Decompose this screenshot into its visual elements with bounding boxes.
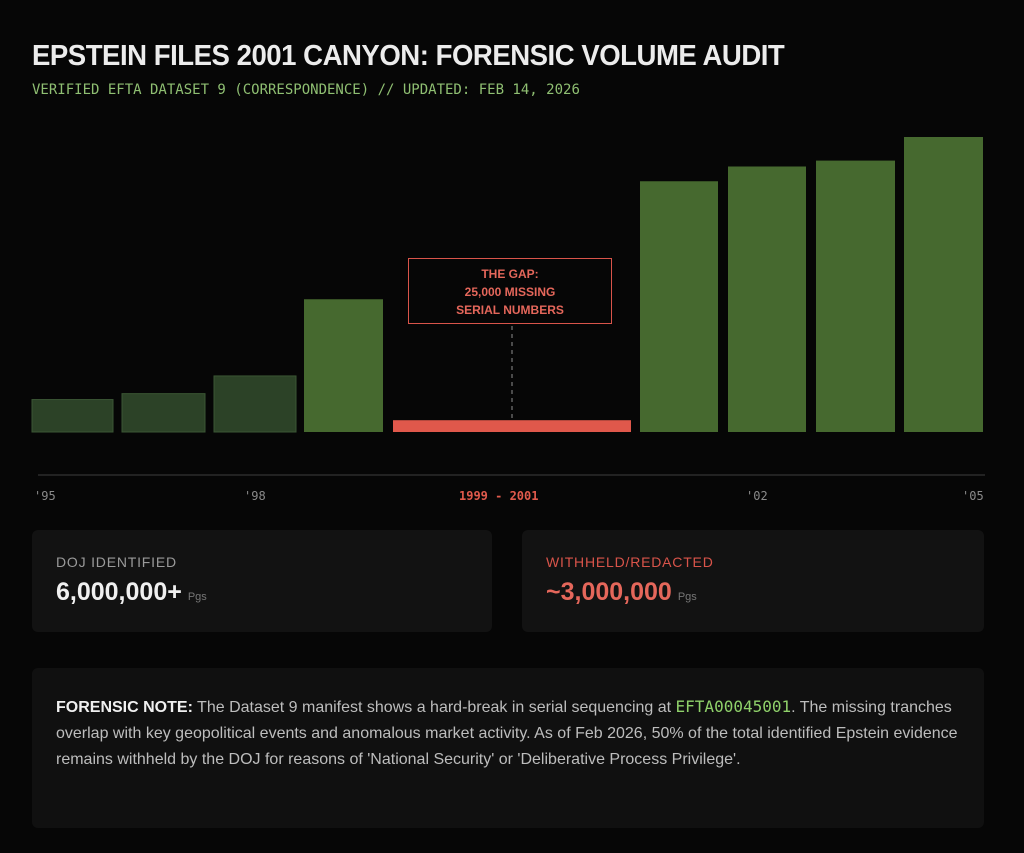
page-title: EPSTEIN FILES 2001 CANYON: FORENSIC VOLU…	[32, 40, 785, 72]
tick-label: '95	[34, 489, 56, 503]
gap-annotation: THE GAP: 25,000 MISSING SERIAL NUMBERS	[408, 258, 612, 324]
bar	[213, 375, 297, 433]
stat-value: 6,000,000+	[56, 578, 182, 606]
stat-card-doj-identified: DOJ IDENTIFIED 6,000,000+ Pgs	[32, 530, 492, 632]
stat-card-withheld: WITHHELD/REDACTED ~3,000,000 Pgs	[522, 530, 984, 632]
bar-chart: '95 '98 1999 - 2001 '02 '05	[31, 137, 985, 503]
page-subtitle: VERIFIED EFTA DATASET 9 (CORRESPONDENCE)…	[32, 82, 580, 98]
stat-label: WITHHELD/REDACTED	[546, 554, 714, 570]
note-text: . The missing tranches overlap with key …	[56, 699, 958, 768]
annotation-line: SERIAL NUMBERS	[456, 303, 564, 317]
bar	[904, 137, 983, 432]
stat-unit: Pgs	[677, 591, 697, 603]
annotation-line: 25,000 MISSING	[464, 285, 556, 299]
tick-label: '02	[746, 489, 768, 503]
tick-label: '98	[244, 489, 266, 503]
tick-label: '05	[962, 489, 984, 503]
stat-unit: Pgs	[187, 591, 207, 603]
forensic-note: FORENSIC NOTE: The Dataset 9 manifest sh…	[32, 668, 984, 828]
bar	[728, 166, 806, 432]
stat-label: DOJ IDENTIFIED	[56, 554, 177, 570]
tick-label-gap: 1999 - 2001	[459, 489, 538, 503]
gap-bar	[393, 420, 631, 432]
bar	[31, 399, 114, 433]
bar	[121, 393, 206, 433]
annotation-line: THE GAP:	[481, 267, 539, 281]
note-text: The Dataset 9 manifest shows a hard-brea…	[192, 699, 676, 716]
bar	[640, 181, 718, 432]
bar	[816, 160, 895, 432]
serial-code: EFTA00045001	[675, 697, 792, 716]
bar	[304, 299, 383, 432]
note-label: FORENSIC NOTE:	[56, 699, 193, 716]
stat-value: ~3,000,000	[546, 578, 672, 606]
